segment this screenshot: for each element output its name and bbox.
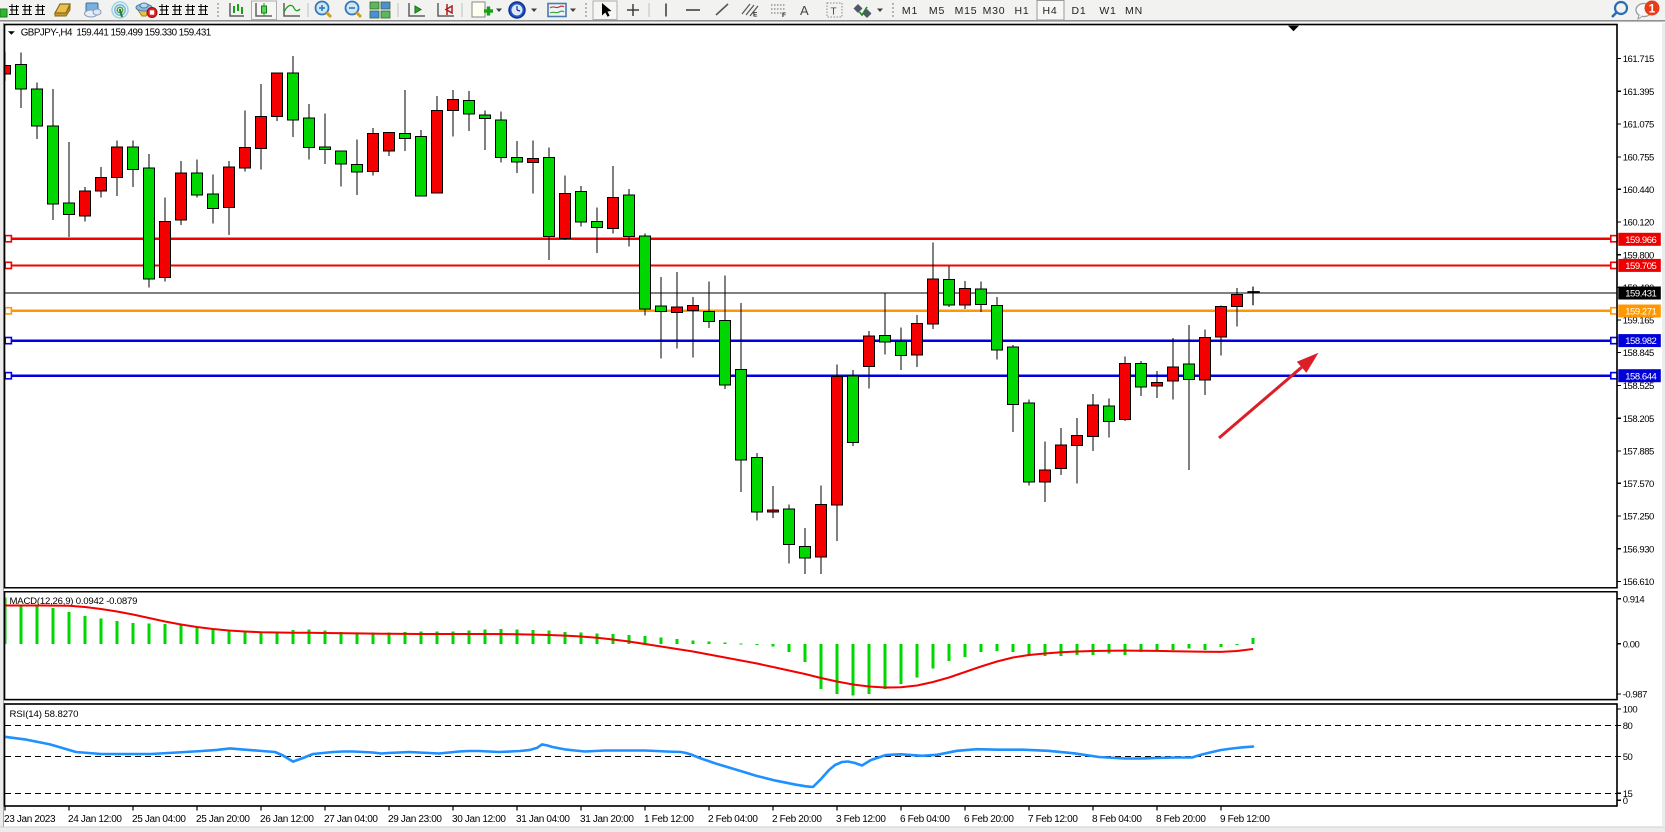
svg-text:159.966: 159.966 xyxy=(1625,235,1656,246)
svg-text:161.075: 161.075 xyxy=(1623,120,1654,131)
svg-text:8 Feb 20:00: 8 Feb 20:00 xyxy=(1156,814,1206,825)
svg-text:159.800: 159.800 xyxy=(1623,250,1654,261)
svg-text:W1: W1 xyxy=(1099,5,1116,17)
svg-text:1: 1 xyxy=(1649,1,1656,15)
svg-text:31 Jan 04:00: 31 Jan 04:00 xyxy=(516,814,570,825)
svg-text:H1: H1 xyxy=(1014,5,1029,17)
svg-text:8 Feb 04:00: 8 Feb 04:00 xyxy=(1092,814,1142,825)
svg-text:1 Feb 12:00: 1 Feb 12:00 xyxy=(644,814,694,825)
svg-text:MACD(12,26,9) 0.0942 -0.0879: MACD(12,26,9) 0.0942 -0.0879 xyxy=(10,596,138,607)
svg-text:30 Jan 12:00: 30 Jan 12:00 xyxy=(452,814,506,825)
svg-text:6 Feb 20:00: 6 Feb 20:00 xyxy=(964,814,1014,825)
svg-text:161.395: 161.395 xyxy=(1623,87,1654,98)
svg-text:D1: D1 xyxy=(1071,5,1086,17)
svg-text:100: 100 xyxy=(1623,705,1638,716)
svg-text:26 Jan 12:00: 26 Jan 12:00 xyxy=(260,814,314,825)
svg-text:160.755: 160.755 xyxy=(1623,153,1654,164)
svg-text:M30: M30 xyxy=(983,5,1006,17)
svg-text:M1: M1 xyxy=(902,5,918,17)
svg-text:31 Jan 20:00: 31 Jan 20:00 xyxy=(580,814,634,825)
svg-text:2 Feb 20:00: 2 Feb 20:00 xyxy=(772,814,822,825)
svg-text:F: F xyxy=(782,12,786,19)
svg-text:158.845: 158.845 xyxy=(1623,348,1654,359)
svg-text:159.271: 159.271 xyxy=(1625,307,1656,318)
svg-text:158.525: 158.525 xyxy=(1623,381,1654,392)
svg-text:2 Feb 04:00: 2 Feb 04:00 xyxy=(708,814,758,825)
svg-text:29 Jan 23:00: 29 Jan 23:00 xyxy=(388,814,442,825)
svg-text:15: 15 xyxy=(1623,789,1633,800)
svg-text:50: 50 xyxy=(1623,752,1633,763)
svg-text:-0.987: -0.987 xyxy=(1623,690,1647,701)
svg-text:27 Jan 04:00: 27 Jan 04:00 xyxy=(324,814,378,825)
svg-text:M5: M5 xyxy=(929,5,945,17)
svg-text:80: 80 xyxy=(1623,721,1633,732)
svg-text:T: T xyxy=(831,7,837,18)
svg-text:157.885: 157.885 xyxy=(1623,447,1654,458)
svg-text:24 Jan 12:00: 24 Jan 12:00 xyxy=(68,814,122,825)
svg-text:7 Feb 12:00: 7 Feb 12:00 xyxy=(1028,814,1078,825)
svg-text:156.610: 156.610 xyxy=(1623,577,1654,588)
svg-text:160.120: 160.120 xyxy=(1623,218,1654,229)
svg-text:157.250: 157.250 xyxy=(1623,512,1654,523)
svg-text:159.165: 159.165 xyxy=(1623,316,1654,327)
svg-text:RSI(14) 58.8270: RSI(14) 58.8270 xyxy=(10,709,79,720)
svg-text:M15: M15 xyxy=(955,5,978,17)
svg-text:23 Jan 2023: 23 Jan 2023 xyxy=(4,814,56,825)
svg-text:156.930: 156.930 xyxy=(1623,544,1654,555)
svg-text:0: 0 xyxy=(1623,796,1628,807)
svg-text:H4: H4 xyxy=(1042,5,1057,17)
svg-text:MN: MN xyxy=(1125,5,1143,17)
svg-text:161.715: 161.715 xyxy=(1623,54,1654,65)
svg-text:3 Feb 12:00: 3 Feb 12:00 xyxy=(836,814,886,825)
svg-text:158.644: 158.644 xyxy=(1625,371,1656,382)
svg-text:160.440: 160.440 xyxy=(1623,185,1654,196)
svg-text:9 Feb 12:00: 9 Feb 12:00 xyxy=(1220,814,1270,825)
svg-text:159.431: 159.431 xyxy=(1625,289,1656,300)
svg-text:GBPJPY-,H4 159.441 159.499 15: GBPJPY-,H4 159.441 159.499 159.330 159.4… xyxy=(21,28,211,39)
svg-text:A: A xyxy=(800,3,809,18)
svg-text:25 Jan 04:00: 25 Jan 04:00 xyxy=(132,814,186,825)
svg-text:0.00: 0.00 xyxy=(1623,639,1640,650)
svg-text:159.705: 159.705 xyxy=(1625,261,1656,272)
svg-text:E: E xyxy=(753,12,758,19)
svg-text:6 Feb 04:00: 6 Feb 04:00 xyxy=(900,814,950,825)
svg-text:157.570: 157.570 xyxy=(1623,479,1654,490)
svg-text:158.982: 158.982 xyxy=(1625,336,1656,347)
svg-text:0.914: 0.914 xyxy=(1623,594,1645,605)
svg-text:158.205: 158.205 xyxy=(1623,414,1654,425)
svg-text:25 Jan 20:00: 25 Jan 20:00 xyxy=(196,814,250,825)
